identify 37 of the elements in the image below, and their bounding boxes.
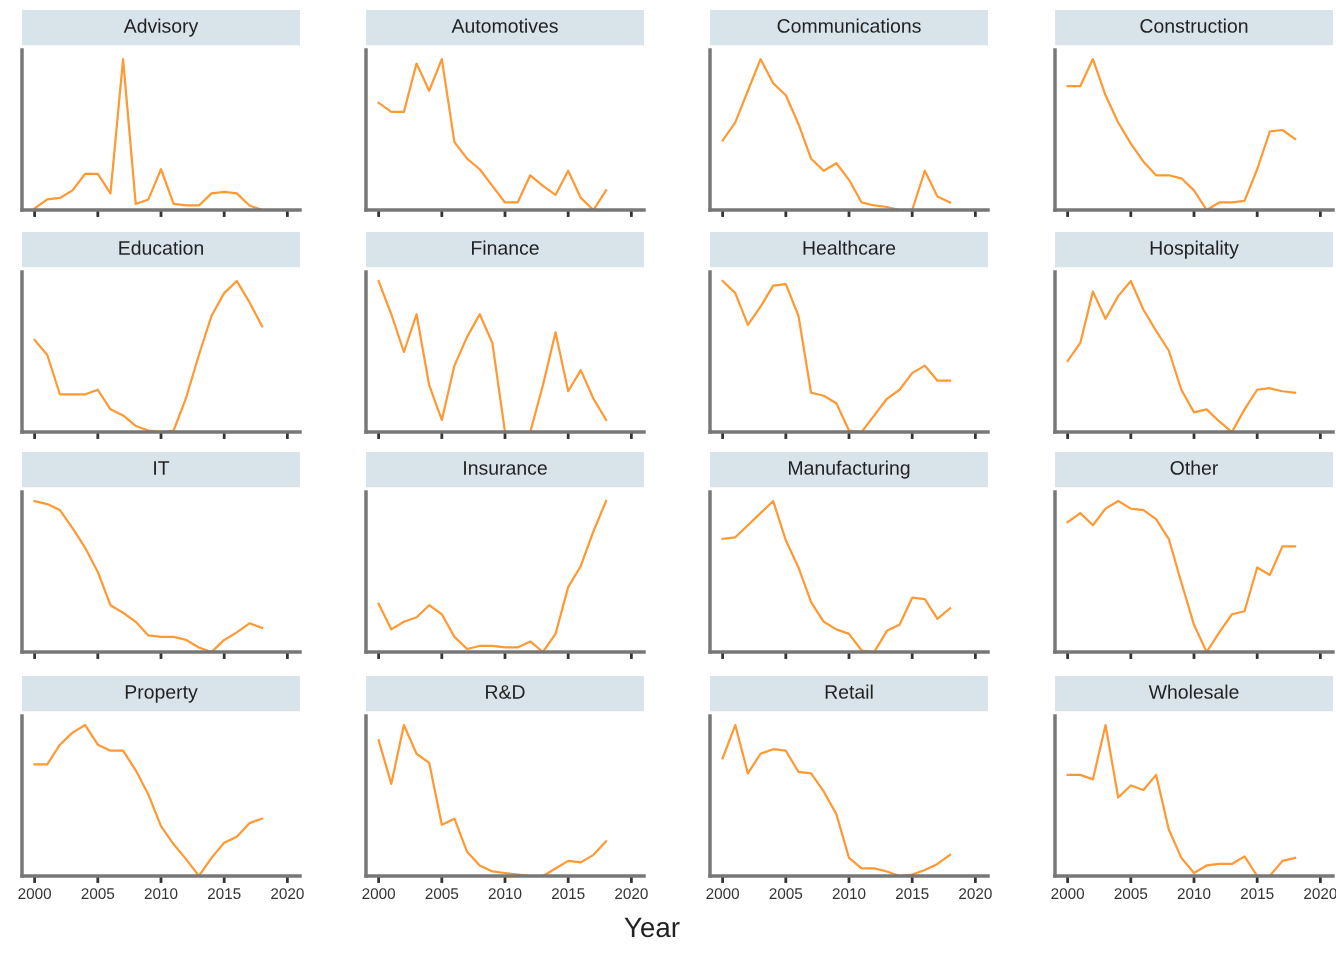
x-tick-label: 2000: [1051, 888, 1085, 900]
chart-title: IT: [154, 461, 170, 475]
chart-title: Communications: [777, 18, 921, 33]
x-tick-label: 2015: [207, 888, 241, 900]
chart-title: Wholesale: [1148, 684, 1239, 699]
x-tick-label: 2015: [551, 888, 585, 900]
x-axis-title: Year: [624, 917, 680, 938]
chart-title: Construction: [1140, 18, 1248, 33]
chart-title: Retail: [825, 684, 873, 699]
x-tick-label: 2005: [1114, 888, 1148, 900]
x-tick-label: 2005: [81, 888, 115, 900]
x-tick-label: 2000: [18, 888, 52, 900]
chart-title: R&D: [486, 685, 525, 699]
x-tick-label: 2015: [895, 888, 929, 900]
chart-title: Property: [125, 685, 198, 703]
x-tick-label: 2010: [488, 888, 522, 900]
x-tick-label: 2010: [1177, 888, 1211, 900]
x-tick-label: 2020: [615, 888, 648, 900]
chart-title: Healthcare: [803, 240, 896, 255]
chart-title: Advisory: [123, 18, 199, 37]
x-tick-label: 2010: [832, 888, 866, 900]
chart-title: Finance: [472, 240, 539, 255]
chart-title: Automotives: [451, 18, 558, 33]
x-tick-label: 2000: [362, 888, 396, 900]
x-tick-label: 2010: [144, 888, 178, 900]
x-tick-label: 2020: [271, 888, 304, 900]
x-tick-label: 2000: [706, 888, 740, 900]
chart-title: Other: [1170, 460, 1218, 475]
x-tick-label: 2020: [1304, 888, 1336, 900]
chart-title: Education: [119, 240, 203, 255]
x-tick-label: 2015: [1240, 888, 1274, 900]
x-tick-label: 2005: [425, 888, 459, 900]
chart-title: Insurance: [464, 461, 547, 475]
chart-title: Manufacturing: [788, 460, 910, 479]
x-tick-label: 2005: [769, 888, 803, 900]
chart-title: Hospitality: [1150, 240, 1239, 259]
x-tick-label: 2020: [959, 888, 992, 900]
